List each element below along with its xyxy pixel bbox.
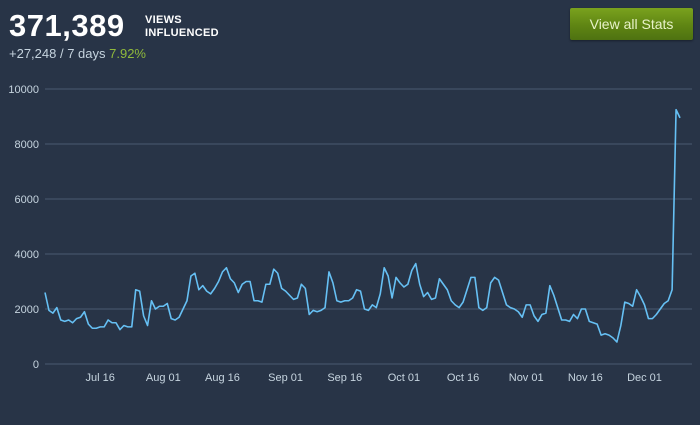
x-tick-label: Oct 01 <box>388 372 420 384</box>
y-tick-label: 4000 <box>15 249 39 261</box>
x-tick-label: Sep 01 <box>268 372 303 384</box>
y-tick-label: 8000 <box>15 139 39 151</box>
views-line-chart: 0 2000 4000 6000 8000 10000 Jul 16 Aug 01 Aug 16… <box>8 84 692 384</box>
y-tick-label: 6000 <box>15 194 39 206</box>
x-tick-label: Nov 16 <box>568 372 603 384</box>
stats-header: 371,389 VIEWS INFLUENCED +27,248 / 7 day… <box>9 6 559 64</box>
x-tick-label: Aug 16 <box>205 372 240 384</box>
x-tick-label: Oct 16 <box>447 372 479 384</box>
view-all-stats-button[interactable]: View all Stats <box>570 8 693 40</box>
x-tick-label: Nov 01 <box>509 372 544 384</box>
weekly-change: +27,248 / 7 days 7.92% <box>9 46 146 61</box>
x-tick-label: Jul 16 <box>86 372 115 384</box>
views-label-line1: VIEWS <box>145 14 182 26</box>
total-views: 371,389 <box>9 8 125 43</box>
weekly-change-percent: 7.92% <box>109 46 146 61</box>
y-tick-label: 10000 <box>8 84 39 96</box>
views-influenced-label: VIEWS INFLUENCED <box>145 14 219 40</box>
weekly-change-amount: +27,248 / 7 days <box>9 46 106 61</box>
y-tick-label: 0 <box>33 359 39 371</box>
y-tick-label: 2000 <box>15 304 39 316</box>
views-chart: 0 2000 4000 6000 8000 10000 Jul 16 Aug 01 Aug 16… <box>0 70 700 420</box>
x-tick-label: Dec 01 <box>627 372 662 384</box>
views-label-line2: INFLUENCED <box>145 27 219 39</box>
x-tick-label: Sep 16 <box>327 372 362 384</box>
x-tick-label: Aug 01 <box>146 372 181 384</box>
views-series-line <box>44 108 681 343</box>
